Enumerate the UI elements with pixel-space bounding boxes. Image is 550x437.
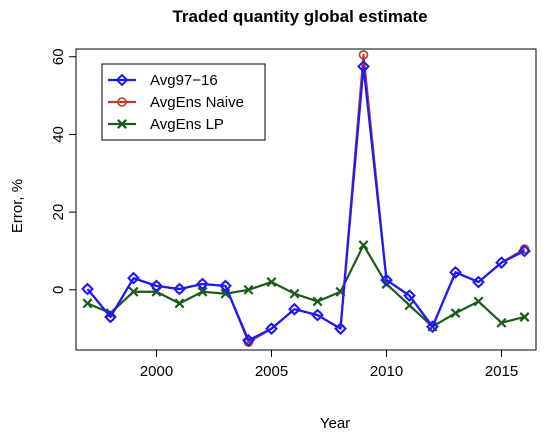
- y-tick-label-0: 0: [50, 286, 67, 294]
- data-point-avgens-lp-1997: [82, 298, 93, 309]
- data-point-avgens-lp-2007: [312, 296, 323, 307]
- x-tick-label-2015: 2015: [485, 363, 518, 380]
- x-tick-label-2000: 2000: [140, 363, 173, 380]
- data-point-avgens-lp-1999: [128, 286, 139, 297]
- legend-marker-avgens-lp: [117, 119, 127, 129]
- data-point-avgens-lp-2001: [174, 298, 185, 309]
- data-point-avg97-16-2009: [357, 60, 370, 73]
- data-point-avgens-lp-2002: [197, 286, 208, 297]
- legend-marker-avg97-16: [115, 73, 129, 87]
- data-point-avg97-16-2010: [380, 273, 393, 287]
- data-point-avgens-lp-2011: [404, 300, 415, 311]
- data-point-avg97-16-2016: [518, 244, 531, 258]
- legend-label-avg97-16: Avg97−16: [150, 72, 218, 89]
- legend: Avg97−16 AvgEns Naive AvgEns LP: [101, 63, 266, 141]
- series-avg97-16: [81, 60, 531, 347]
- data-point-avg97-16-1997: [81, 282, 94, 296]
- data-point-avg97-16-2007: [311, 308, 324, 322]
- y-tick-label-40: 40: [50, 126, 67, 143]
- data-point-avg97-16-2002: [196, 277, 209, 291]
- data-point-avg97-16-2011: [403, 289, 416, 303]
- series-layer: [81, 50, 531, 348]
- data-point-avg97-16-2013: [449, 265, 462, 279]
- series-line-avgens-lp: [87, 244, 525, 328]
- data-point-avgens-lp-2009: [358, 240, 369, 251]
- data-point-avg97-16-1999: [127, 271, 140, 285]
- data-point-avg97-16-2005: [265, 322, 278, 336]
- legend-marker-avgens-naive: [117, 97, 127, 107]
- data-point-avg97-16-2014: [472, 275, 485, 289]
- data-point-avg97-16-2004: [242, 333, 255, 347]
- y-axis: 0 20 40 60: [50, 48, 76, 294]
- data-point-avg97-16-2006: [288, 302, 301, 316]
- y-tick-label-20: 20: [50, 204, 67, 221]
- data-point-avgens-lp-2013: [450, 308, 461, 319]
- legend-label-avgens-lp: AvgEns LP: [150, 116, 224, 133]
- x-axis: 2000 2005 2010 2015: [140, 350, 518, 380]
- x-tick-label-2010: 2010: [370, 363, 403, 380]
- data-point-avg97-16-2000: [150, 279, 163, 293]
- data-point-avg97-16-2003: [219, 279, 232, 293]
- y-tick-label-60: 60: [50, 48, 67, 65]
- data-point-avg97-16-2012: [426, 320, 439, 334]
- data-point-avgens-lp-2005: [266, 277, 277, 288]
- data-point-avg97-16-2015: [495, 256, 508, 270]
- data-point-avg97-16-2008: [334, 322, 347, 336]
- data-point-avgens-lp-2006: [289, 288, 300, 299]
- data-point-avg97-16-1998: [104, 310, 117, 324]
- data-point-avgens-naive-2009: [358, 50, 369, 60]
- x-tick-label-2005: 2005: [255, 363, 288, 380]
- plot-frame: [75, 48, 537, 351]
- data-point-avgens-lp-2015: [496, 317, 507, 328]
- data-point-avgens-lp-2014: [473, 296, 484, 307]
- data-point-avg97-16-2001: [173, 282, 186, 296]
- data-point-avgens-lp-2016: [519, 312, 530, 322]
- y-axis-label: Error, %: [9, 179, 26, 233]
- x-axis-label: Year: [320, 415, 350, 432]
- data-point-avgens-lp-2004: [243, 284, 254, 295]
- chart-title: Traded quantity global estimate: [172, 7, 427, 26]
- legend-label-avgens-naive: AvgEns Naive: [150, 94, 244, 111]
